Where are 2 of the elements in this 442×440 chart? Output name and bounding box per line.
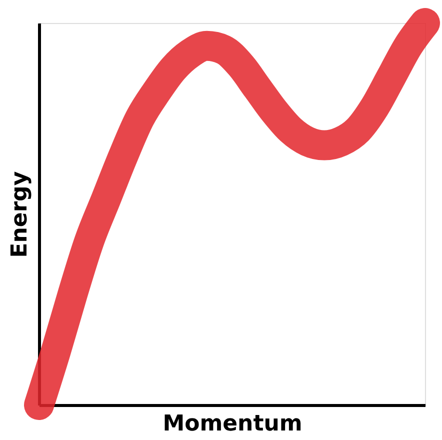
x-axis-title: Momentum [162, 412, 302, 436]
y-axis-title: Energy [8, 171, 32, 258]
